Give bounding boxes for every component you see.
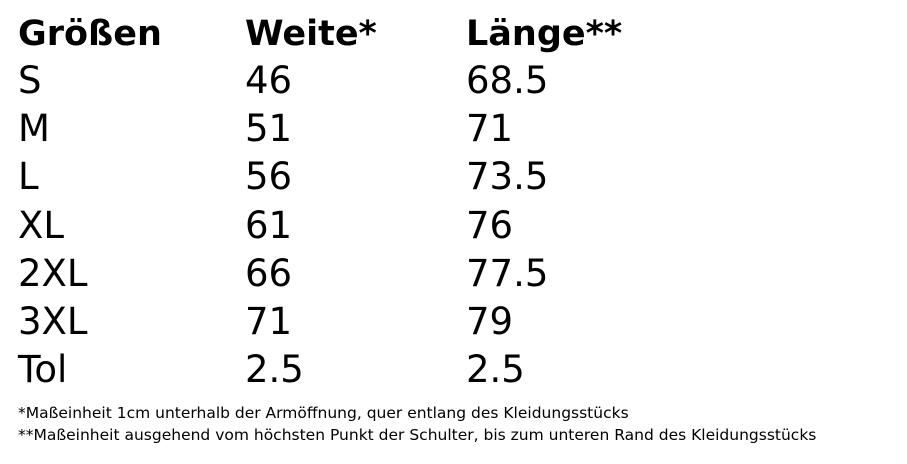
- table-cell: XL: [18, 203, 64, 247]
- table-cell: 77.5: [466, 251, 549, 295]
- table-cell: Tol: [18, 348, 68, 392]
- table-cell: 2XL: [18, 251, 88, 295]
- header-cell: Weite*: [245, 14, 377, 54]
- table-cell: 71: [466, 107, 514, 151]
- table-cell: M: [18, 107, 50, 151]
- table-cell: 61: [245, 203, 293, 247]
- header-cell: Länge**: [466, 14, 623, 54]
- table-cell: 2.5: [245, 348, 304, 392]
- footnote: *Maßeinheit 1cm unterhalb der Armöffnung…: [18, 404, 629, 422]
- table-cell: 66: [245, 251, 293, 295]
- table-cell: 68.5: [466, 59, 549, 102]
- table-cell: 56: [245, 155, 293, 199]
- table-cell: 2.5: [466, 348, 525, 392]
- table-cell: 73.5: [466, 155, 549, 199]
- table-cell: L: [18, 155, 39, 199]
- table-cell: 71: [245, 300, 293, 343]
- table-cell: 79: [466, 300, 514, 343]
- footnote: **Maßeinheit ausgehend vom höchsten Punk…: [18, 426, 817, 444]
- table-cell: 76: [466, 203, 514, 247]
- table-cell: 3XL: [18, 300, 88, 343]
- table-cell: S: [18, 59, 42, 102]
- table-cell: 46: [245, 59, 293, 102]
- table-cell: 51: [245, 107, 293, 151]
- header-cell: Größen: [18, 14, 162, 54]
